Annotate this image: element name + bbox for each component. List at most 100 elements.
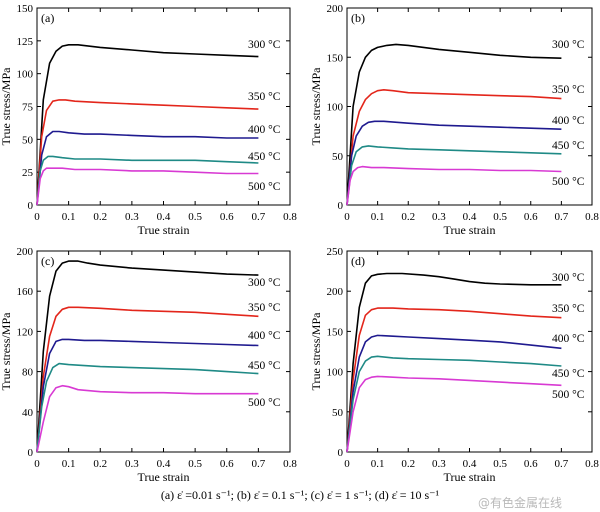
y-axis-label: True stress/MPa xyxy=(0,312,13,391)
x-axis-label: True strain xyxy=(444,223,496,237)
x-tick-label: 0.7 xyxy=(555,458,569,470)
y-tick-label: 160 xyxy=(17,286,34,298)
series-line-5 xyxy=(346,375,562,453)
series-line-1 xyxy=(346,43,562,206)
series-label-5: 500 °C xyxy=(552,389,585,401)
y-axis-label: True stress/MPa xyxy=(309,67,323,146)
x-tick-label: 0.8 xyxy=(585,211,599,223)
series-label-3: 400 °C xyxy=(248,330,281,342)
x-tick-label: 0.2 xyxy=(93,458,107,470)
panel-label: (a) xyxy=(41,11,54,25)
series-line-4 xyxy=(36,362,259,453)
y-tick-label: 100 xyxy=(327,102,344,114)
series-line-3 xyxy=(346,120,562,206)
x-tick-label: 0.5 xyxy=(493,211,507,223)
y-tick-label: 100 xyxy=(17,69,34,81)
series-label-2: 350 °C xyxy=(552,84,585,96)
series-label-4: 450 °C xyxy=(552,368,585,380)
y-tick-label: 50 xyxy=(332,151,344,163)
x-tick-label: 0.2 xyxy=(93,211,107,223)
x-tick-label: 0.8 xyxy=(283,458,297,470)
chart-panel-1: 0 0.1 0.2 0.3 0.4 0.5 0.6 0.7 0.8 0 25 50 75 100 125 15… xyxy=(0,3,297,237)
series-label-4: 450 °C xyxy=(248,360,281,372)
series-line-5 xyxy=(346,165,562,206)
series-line-2 xyxy=(36,99,259,206)
y-tick-label: 80 xyxy=(22,367,34,379)
plot-frame xyxy=(36,7,291,206)
series-label-4: 450 °C xyxy=(552,140,585,152)
x-axis-label: True strain xyxy=(444,470,496,484)
series-label-3: 400 °C xyxy=(552,333,585,345)
series-label-1: 300 °C xyxy=(552,272,585,284)
series-label-3: 400 °C xyxy=(552,115,585,127)
x-tick-label: 0.5 xyxy=(188,211,202,223)
series-label-1: 300 °C xyxy=(552,39,585,51)
chart-panel-4: 0 0.1 0.2 0.3 0.4 0.5 0.6 0.7 0.8 0 50 100 150 200 250… xyxy=(309,246,599,484)
x-tick-label: 0 xyxy=(34,458,40,470)
x-tick-label: 0.1 xyxy=(62,211,76,223)
series-line-2 xyxy=(36,306,259,453)
y-tick-label: 250 xyxy=(327,246,344,258)
x-axis-label: True strain xyxy=(138,470,190,484)
y-tick-label: 150 xyxy=(17,3,34,15)
y-tick-label: 50 xyxy=(22,134,34,146)
series-line-5 xyxy=(36,167,259,206)
y-tick-label: 200 xyxy=(327,3,344,15)
y-tick-label: 150 xyxy=(327,52,344,64)
chart-panel-2: 0 0.1 0.2 0.3 0.4 0.5 0.6 0.7 0.8 0 50 100 150 200 Tru… xyxy=(309,3,599,237)
x-tick-label: 0.7 xyxy=(252,458,266,470)
series-line-2 xyxy=(346,89,562,206)
series-label-5: 500 °C xyxy=(248,181,281,193)
y-tick-label: 40 xyxy=(22,407,34,419)
x-tick-label: 0.4 xyxy=(463,458,477,470)
y-axis-label: True stress/MPa xyxy=(0,67,13,146)
y-tick-label: 200 xyxy=(327,286,344,298)
series-line-1 xyxy=(346,272,562,453)
series-line-5 xyxy=(36,384,259,453)
x-tick-label: 0.4 xyxy=(157,211,171,223)
y-tick-label: 0 xyxy=(338,200,344,212)
x-tick-label: 0.1 xyxy=(371,211,385,223)
series-line-3 xyxy=(36,130,259,206)
x-tick-label: 0.8 xyxy=(283,211,297,223)
series-label-1: 300 °C xyxy=(248,39,281,51)
series-line-4 xyxy=(36,155,259,206)
series-line-3 xyxy=(36,338,259,453)
x-tick-label: 0.4 xyxy=(463,211,477,223)
y-axis-label: True stress/MPa xyxy=(309,312,323,391)
x-tick-label: 0.6 xyxy=(524,458,538,470)
y-tick-label: 0 xyxy=(28,200,34,212)
series-line-1 xyxy=(36,44,259,206)
x-tick-label: 0.2 xyxy=(401,458,415,470)
y-tick-label: 0 xyxy=(338,447,344,459)
y-tick-label: 50 xyxy=(332,407,344,419)
x-axis-label: True strain xyxy=(138,223,190,237)
x-tick-label: 0.3 xyxy=(432,458,446,470)
x-tick-label: 0.6 xyxy=(220,458,234,470)
x-tick-label: 0.7 xyxy=(555,211,569,223)
panel-label: (b) xyxy=(351,11,365,25)
y-tick-label: 125 xyxy=(17,36,34,48)
y-tick-label: 25 xyxy=(22,167,34,179)
y-tick-label: 150 xyxy=(327,326,344,338)
x-tick-label: 0.1 xyxy=(371,458,385,470)
x-tick-label: 0.4 xyxy=(157,458,171,470)
x-tick-label: 0.1 xyxy=(62,458,76,470)
x-tick-label: 0.3 xyxy=(432,211,446,223)
series-label-2: 350 °C xyxy=(248,91,281,103)
series-label-2: 350 °C xyxy=(552,303,585,315)
x-tick-label: 0 xyxy=(344,211,350,223)
x-tick-label: 0 xyxy=(34,211,40,223)
series-label-3: 400 °C xyxy=(248,124,281,136)
series-line-4 xyxy=(346,355,562,453)
series-label-1: 300 °C xyxy=(248,277,281,289)
x-tick-label: 0.6 xyxy=(220,211,234,223)
series-label-5: 500 °C xyxy=(552,176,585,188)
series-label-4: 450 °C xyxy=(248,151,281,163)
x-tick-label: 0 xyxy=(344,458,350,470)
x-tick-label: 0.3 xyxy=(125,458,139,470)
x-tick-label: 0.3 xyxy=(125,211,139,223)
panel-label: (c) xyxy=(41,254,54,268)
x-tick-label: 0.2 xyxy=(401,211,415,223)
